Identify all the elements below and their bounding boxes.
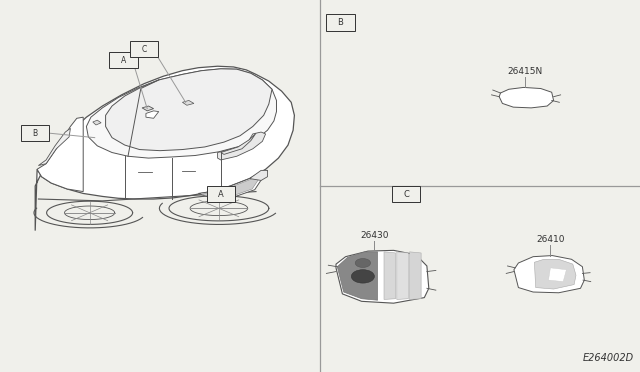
Circle shape — [355, 259, 371, 267]
Polygon shape — [142, 106, 154, 111]
FancyBboxPatch shape — [130, 41, 158, 57]
Polygon shape — [38, 128, 70, 166]
Polygon shape — [514, 256, 584, 293]
Text: B: B — [33, 129, 38, 138]
FancyBboxPatch shape — [207, 186, 235, 202]
FancyBboxPatch shape — [109, 52, 138, 68]
Text: C: C — [141, 45, 147, 54]
Polygon shape — [146, 111, 159, 118]
Polygon shape — [384, 252, 396, 299]
Text: A: A — [218, 190, 223, 199]
Text: C: C — [403, 190, 410, 199]
Polygon shape — [37, 117, 83, 192]
Text: A: A — [121, 56, 126, 65]
Polygon shape — [221, 133, 256, 154]
Polygon shape — [397, 252, 408, 299]
FancyBboxPatch shape — [326, 14, 355, 31]
Polygon shape — [250, 170, 268, 180]
Polygon shape — [336, 250, 429, 303]
Text: E264002D: E264002D — [582, 353, 634, 363]
Circle shape — [351, 270, 374, 283]
Polygon shape — [93, 120, 101, 125]
Polygon shape — [35, 66, 294, 231]
FancyBboxPatch shape — [392, 186, 420, 202]
Text: B: B — [337, 18, 344, 27]
Text: 26410: 26410 — [536, 235, 564, 244]
Polygon shape — [410, 252, 421, 299]
Polygon shape — [198, 170, 268, 200]
Text: 26430: 26430 — [360, 231, 388, 240]
Polygon shape — [548, 268, 566, 282]
Polygon shape — [337, 252, 378, 300]
Polygon shape — [86, 69, 276, 158]
Polygon shape — [218, 132, 266, 160]
Polygon shape — [106, 69, 272, 151]
FancyBboxPatch shape — [21, 125, 49, 141]
Polygon shape — [534, 259, 576, 289]
Text: 26415N: 26415N — [507, 67, 543, 76]
Polygon shape — [182, 100, 194, 105]
Polygon shape — [499, 87, 554, 108]
Polygon shape — [202, 172, 264, 199]
